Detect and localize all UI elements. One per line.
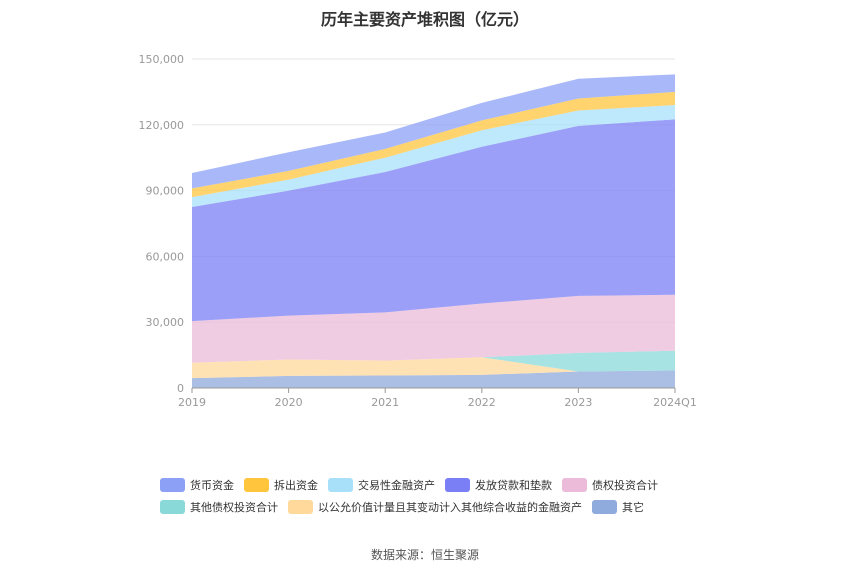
legend-swatch (160, 478, 185, 492)
legend-label: 债权投资合计 (592, 479, 658, 492)
legend-item[interactable]: 拆出资金 (244, 477, 318, 493)
legend-label: 货币资金 (190, 479, 234, 492)
area-series-7 (192, 74, 675, 189)
y-tick-label: 120,000 (139, 119, 185, 132)
legend-swatch (328, 478, 353, 492)
y-tick-label: 150,000 (139, 53, 185, 66)
legend-swatch (445, 478, 470, 492)
x-tick-label: 2019 (178, 396, 206, 409)
area-series-0 (192, 370, 675, 388)
legend-label: 其他债权投资合计 (190, 501, 278, 514)
legend-item[interactable]: 其它 (592, 499, 644, 515)
legend-item[interactable]: 债权投资合计 (562, 477, 658, 493)
legend-label: 拆出资金 (274, 479, 318, 492)
legend-label: 以公允价值计量且其变动计入其他综合收益的金融资产 (318, 501, 582, 514)
x-tick-label: 2020 (275, 396, 303, 409)
y-tick-label: 0 (177, 382, 184, 395)
legend-swatch (244, 478, 269, 492)
data-source: 数据来源：恒生聚源 (370, 548, 479, 562)
y-tick-label: 30,000 (146, 316, 185, 329)
legend-item[interactable]: 发放贷款和垫款 (445, 477, 552, 493)
legend-label: 交易性金融资产 (358, 479, 435, 492)
x-tick-label: 2021 (371, 396, 399, 409)
chart-title: 历年主要资产堆积图（亿元） (320, 10, 529, 29)
area-series-6 (192, 91, 675, 198)
legend-item[interactable]: 以公允价值计量且其变动计入其他综合收益的金融资产 (288, 499, 582, 515)
legend: 货币资金 拆出资金 交易性金融资产 发放贷款和垫款 债权投资合计其他债权投资合计 以公允价… (160, 474, 720, 518)
area-series-1 (192, 357, 675, 379)
stacked-areas (192, 74, 675, 388)
area-series-3 (192, 294, 675, 363)
y-tick-label: 60,000 (146, 250, 185, 263)
x-tick-label: 2022 (468, 396, 496, 409)
legend-swatch (562, 478, 587, 492)
legend-row: 其他债权投资合计 以公允价值计量且其变动计入其他综合收益的金融资产 其它 (160, 496, 720, 518)
legend-item[interactable]: 其他债权投资合计 (160, 499, 278, 515)
axes: 0 30,000 60,000 90,000 120,000 150,000 2019 202… (139, 53, 697, 409)
legend-swatch (592, 500, 617, 514)
x-tick-label: 2024Q1 (653, 396, 697, 409)
legend-label: 其它 (622, 501, 644, 514)
area-series-4 (192, 119, 675, 322)
y-tick-label: 90,000 (146, 185, 185, 198)
area-series-5 (192, 105, 675, 208)
legend-swatch (288, 500, 313, 514)
legend-swatch (160, 500, 185, 514)
legend-row: 货币资金 拆出资金 交易性金融资产 发放贷款和垫款 债权投资合计 (160, 474, 720, 496)
legend-label: 发放贷款和垫款 (475, 479, 552, 492)
area-series-2 (192, 350, 675, 372)
x-tick-label: 2023 (564, 396, 592, 409)
legend-item[interactable]: 交易性金融资产 (328, 477, 435, 493)
legend-item[interactable]: 货币资金 (160, 477, 234, 493)
